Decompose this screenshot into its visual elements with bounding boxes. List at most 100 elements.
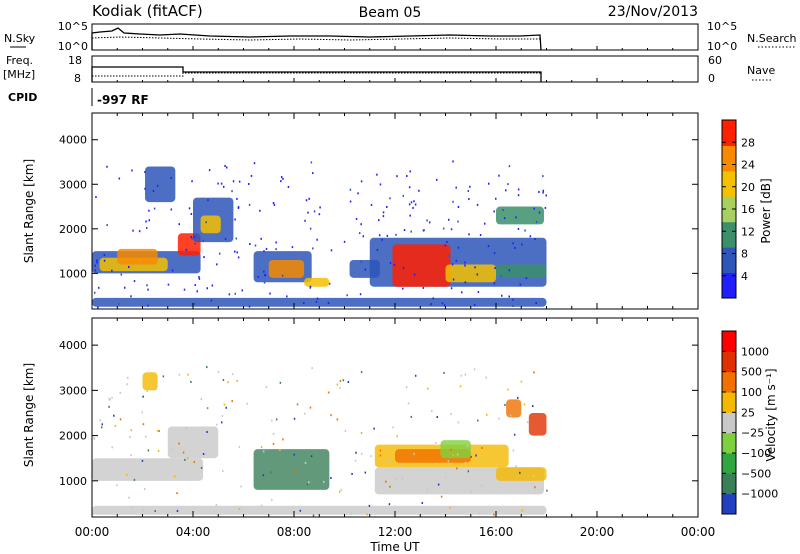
power-echo <box>515 216 517 219</box>
velocity-echo <box>129 436 131 439</box>
velocity-echo <box>293 417 296 420</box>
power-cbar-tick-4: 12 <box>741 225 755 238</box>
power-cbar-cell-2 <box>722 221 736 248</box>
velocity-echo <box>440 495 443 498</box>
velocity-echo <box>157 449 160 452</box>
power-echo <box>282 177 284 180</box>
power-echo <box>237 256 240 259</box>
velocity-echo <box>447 460 450 463</box>
power-echo <box>508 165 511 168</box>
velocity-echo <box>295 471 298 474</box>
power-echo <box>500 275 502 278</box>
velocity-echo <box>262 474 265 477</box>
velocity-echo <box>379 449 382 452</box>
nave-tick-top: 60 <box>708 54 722 67</box>
nsky-tick-bottom: 10^0 <box>58 40 88 53</box>
power-echo <box>487 245 490 248</box>
velocity-echo <box>108 397 110 400</box>
power-echo <box>211 284 214 287</box>
velocity-blob-8 <box>528 412 547 436</box>
power-echo <box>500 294 503 297</box>
power-echo <box>263 281 266 284</box>
power-echo <box>469 185 471 188</box>
power-echo <box>389 261 392 264</box>
velocity-cbar-cell-1 <box>722 473 736 495</box>
power-echo <box>493 282 496 285</box>
velocity-echo <box>526 421 529 424</box>
velocity-echo <box>473 368 476 371</box>
power-echo <box>382 211 385 214</box>
velocity-echo <box>101 423 104 426</box>
power-echo <box>111 269 113 272</box>
velocity-echo <box>355 451 357 454</box>
velocity-echo <box>533 371 535 374</box>
power-colorbar: 28 24 20 16 12 8 4 <box>721 119 755 299</box>
velocity-echo <box>141 459 144 462</box>
power-echo <box>432 297 434 300</box>
power-echo <box>467 190 470 193</box>
velocity-echo <box>260 446 263 449</box>
velocity-echo <box>222 469 224 472</box>
velocity-echo <box>509 414 512 417</box>
power-echo <box>273 203 276 206</box>
power-echo <box>418 189 420 192</box>
velocity-echo <box>200 466 203 469</box>
nsearch-label: N.Search <box>747 32 797 45</box>
power-echo <box>248 305 251 308</box>
power-echo <box>455 259 458 262</box>
power-echo <box>376 248 379 251</box>
power-echo <box>234 292 236 295</box>
power-echo <box>328 282 331 285</box>
power-echo <box>224 164 226 167</box>
power-echo <box>464 261 466 264</box>
power-echo <box>389 197 391 200</box>
power-echo <box>237 206 240 209</box>
power-echo <box>96 261 98 264</box>
power-echo <box>512 298 514 301</box>
power-echo <box>281 274 284 277</box>
power-echo <box>131 169 133 172</box>
velocity-echo <box>342 379 345 382</box>
power-cbar-cell-0 <box>722 272 736 299</box>
power-echo <box>436 178 438 181</box>
velocity-echo <box>119 418 122 421</box>
velocity-echo <box>221 414 224 417</box>
power-echo <box>524 229 526 232</box>
power-echo <box>477 291 480 294</box>
power-echo <box>194 284 196 287</box>
velocity-echo <box>437 483 440 486</box>
power-echo <box>307 211 309 214</box>
power-echo <box>327 302 330 305</box>
power-echo <box>330 249 333 252</box>
time-axis: 00:00 04:00 08:00 12:00 16:00 20:00 00:00 <box>75 46 715 539</box>
power-echo <box>147 288 149 291</box>
power-echo <box>473 304 476 307</box>
velocity-echo <box>113 414 115 417</box>
velocity-echo <box>176 509 179 512</box>
velocity-echo <box>99 419 101 422</box>
power-echo <box>360 180 363 183</box>
power-echo <box>241 289 244 292</box>
power-echo <box>202 240 205 243</box>
station-title: Kodiak (fitACF) <box>92 2 203 20</box>
power-echo <box>474 266 476 269</box>
x-tick-label-3: 12:00 <box>378 525 413 539</box>
velocity-echo <box>312 514 315 517</box>
power-echo <box>170 208 173 211</box>
velocity-echo <box>421 502 424 505</box>
power-cbar-cell-5 <box>722 145 736 172</box>
power-cbar-tick-0: 28 <box>741 136 755 149</box>
power-echo <box>413 273 416 276</box>
velocity-echo <box>171 448 174 451</box>
velocity-echo <box>322 480 325 483</box>
power-echo <box>210 299 213 302</box>
power-echo <box>357 192 359 195</box>
power-echo <box>379 183 382 186</box>
velocity-echo <box>339 379 342 382</box>
power-echo <box>479 234 482 237</box>
power-echo <box>450 287 453 290</box>
power-echo <box>346 294 348 297</box>
velocity-echo <box>426 387 429 390</box>
power-ylabel: Slant Range [km] <box>22 159 36 263</box>
velocity-echo <box>155 387 157 390</box>
